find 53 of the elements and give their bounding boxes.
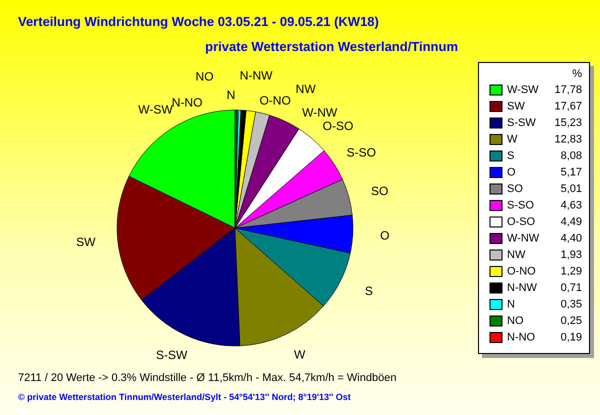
legend-label: O-NO (507, 266, 536, 278)
slice-label: S (364, 284, 373, 298)
category-label: N-NO (172, 96, 202, 110)
slice-label: O-NO (259, 93, 291, 108)
data-label: 4,49 (560, 216, 582, 228)
data-label: 5,17 (560, 166, 582, 178)
slice-label: N (226, 88, 236, 102)
data-label: 4,40 (560, 232, 582, 244)
legend-label: N-NW (507, 282, 538, 294)
data-label: 17,78 (554, 84, 582, 96)
data-label: 0,71 (560, 282, 582, 294)
data-label: 0,25 (560, 315, 582, 327)
slice-label: S-SW (156, 348, 188, 362)
legend-label: W-NW (507, 232, 540, 244)
legend-label: W-SW (507, 84, 540, 96)
data-label: 0,35 (560, 298, 582, 310)
legend-label: NO (507, 315, 524, 327)
slice-label: W (294, 347, 306, 362)
category-label: NO (196, 70, 214, 84)
slice-label: O (380, 228, 390, 242)
slice-label: SW (76, 235, 96, 250)
chart-subtitle: private Wetterstation Westerland/Tinnum (205, 39, 458, 54)
data-label: 12,83 (554, 134, 582, 146)
legend-label: O-SO (507, 216, 536, 228)
text: 7211 / 20 Werte -> 0.3% Windstille - Ø 11,5km/h - Max. 54,7km/h = Windböen (18, 372, 396, 384)
legend-label: S-SW (507, 117, 536, 129)
legend-label: NW (507, 249, 526, 261)
slice-label: O-SO (322, 119, 354, 134)
legend-label: S-SO (507, 200, 534, 212)
legend-label: SW (507, 100, 526, 112)
data-label: 1,29 (560, 266, 582, 278)
legend-label: S (507, 150, 514, 162)
slice-label: W-SW (138, 102, 174, 116)
data-label: 0,19 (560, 332, 582, 344)
legend-label: W (507, 134, 518, 146)
data-label: 8,08 (560, 150, 582, 162)
text: © private Wetterstation Tinnum/Westerland/Sylt - 54°54'13'' Nord; 8°19'13'' Ost (18, 392, 351, 402)
slice-label: SO (370, 184, 388, 198)
legend-title: % (572, 68, 582, 80)
data-label: 15,23 (554, 117, 582, 129)
data-label: 1,93 (560, 249, 582, 261)
legend-label: O (507, 166, 516, 178)
data-label: 5,01 (560, 183, 582, 195)
legend-label: N-NO (507, 332, 536, 344)
slice-label: N-NW (240, 68, 274, 82)
legend-label: SO (507, 183, 524, 195)
slice-label: W-NW (302, 105, 338, 120)
slice-label: S-SO (346, 145, 376, 160)
chart-title: Verteilung Windrichtung Woche 03.05.21 - 09.05.21 (KW18) (18, 14, 379, 29)
data-label: 17,67 (554, 100, 582, 112)
category-label: NW (296, 82, 316, 96)
data-label: 4,63 (560, 200, 582, 212)
legend-label: N (507, 298, 515, 310)
